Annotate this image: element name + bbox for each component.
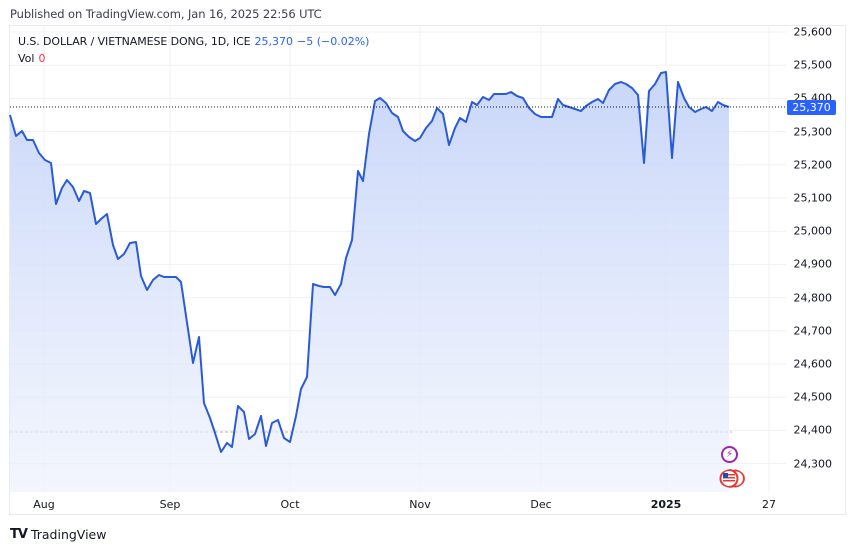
lightning-event-icon[interactable]: ⚡ [721,446,738,463]
price-axis-label: 25,100 [793,191,833,205]
legend-price: 25,370 [254,35,294,48]
price-axis-label: 24,300 [793,457,833,471]
time-axis-label: Dec [530,498,552,511]
price-area [10,72,729,492]
price-axis-label: 25,200 [793,158,833,172]
price-axis-label: 24,500 [793,390,833,404]
chart-legend: U.S. DOLLAR / VIETNAMESE DONG, 1D, ICE 25… [18,33,369,67]
price-axis-label: 25,600 [793,25,833,39]
time-axis-label: Nov [409,498,431,511]
tradingview-logo[interactable]: TV TradingView [10,527,106,542]
price-axis-label: 24,800 [793,291,833,305]
time-axis-label: Sep [159,498,181,511]
volume-label: Vol [18,52,35,65]
price-axis-label: 25,300 [793,125,833,139]
us-flag-event-icon[interactable] [719,469,745,488]
time-axis-label: 2025 [650,498,682,511]
price-axis-label: 25,500 [793,58,833,72]
price-axis-label: 24,400 [793,423,833,437]
price-axis-label: 24,900 [793,257,833,271]
brand-name: TradingView [30,527,107,542]
volume-value: 0 [38,52,46,65]
legend-change: −5 (−0.02%) [297,35,370,48]
time-axis-label: Aug [33,498,55,511]
price-axis-label: 24,700 [793,324,833,338]
tradingview-mark-icon: TV [10,527,28,542]
price-line [9,71,730,453]
time-axis-label: 27 [762,498,776,511]
time-axis-label: Oct [280,498,300,511]
price-axis-label: 25,000 [793,224,833,238]
chart-frame[interactable] [9,25,846,515]
price-axis-label: 24,600 [793,357,833,371]
symbol-title: U.S. DOLLAR / VIETNAMESE DONG, 1D, ICE [18,35,251,48]
last-price-tag: 25,370 [787,100,836,115]
published-caption: Published on TradingView.com, Jan 16, 20… [10,7,322,21]
